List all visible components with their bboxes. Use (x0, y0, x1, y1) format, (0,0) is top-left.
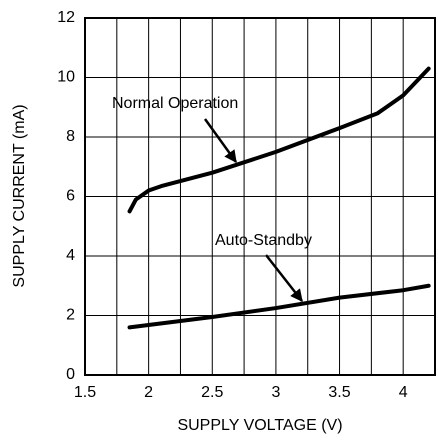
y-tick-label: 0 (66, 366, 75, 383)
annotation-arrow (265, 254, 303, 302)
annotation: Auto-Standby (215, 232, 312, 249)
x-tick-label: 3.5 (328, 384, 350, 401)
y-tick-label: 2 (66, 307, 75, 324)
line (127, 66, 431, 214)
x-axis-label: SUPPLY VOLTAGE (V) (177, 417, 342, 434)
annotation-arrow (203, 118, 238, 164)
line (127, 283, 431, 330)
plot-frame (84, 17, 436, 376)
y-axis-label: SUPPLY CURRENT (mA) (11, 104, 28, 287)
x-tick-label: 2.5 (201, 384, 223, 401)
y-tick-label: 10 (57, 69, 75, 86)
y-tick-label: 6 (66, 188, 75, 205)
annotation: Normal Operation (112, 95, 238, 112)
y-tick-label: 12 (57, 9, 75, 26)
x-tick-label: 2 (144, 384, 153, 401)
x-tick-label: 3 (271, 384, 280, 401)
y-tick-label: 8 (66, 128, 75, 145)
x-tick-label: 4 (399, 384, 408, 401)
x-tick-label: 1.5 (74, 384, 96, 401)
y-tick-label: 4 (66, 247, 75, 264)
